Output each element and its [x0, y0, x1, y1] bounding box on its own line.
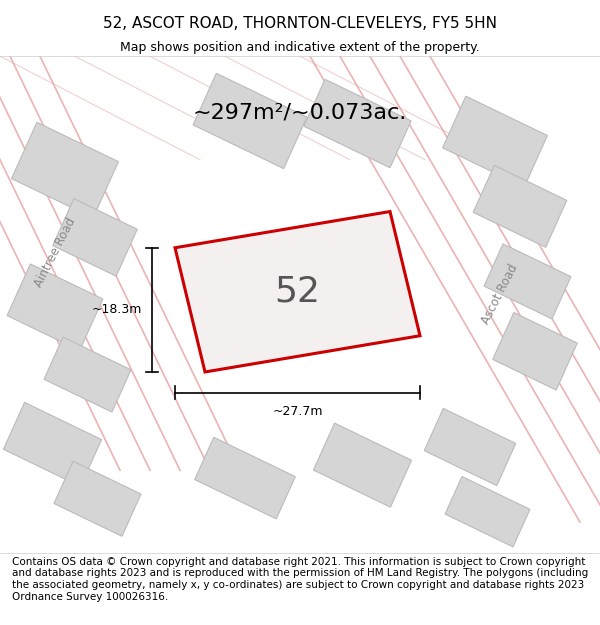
Polygon shape — [44, 337, 131, 412]
Polygon shape — [195, 438, 295, 519]
Polygon shape — [175, 211, 420, 372]
Polygon shape — [313, 423, 412, 507]
Polygon shape — [54, 461, 141, 536]
Text: ~297m²/~0.073ac.: ~297m²/~0.073ac. — [193, 103, 407, 123]
Polygon shape — [473, 166, 567, 248]
Polygon shape — [493, 312, 577, 390]
Polygon shape — [11, 122, 118, 218]
Text: Aintree Road: Aintree Road — [32, 216, 78, 290]
Text: ~27.7m: ~27.7m — [272, 405, 323, 418]
Text: ~18.3m: ~18.3m — [92, 303, 142, 316]
Polygon shape — [424, 408, 516, 486]
Polygon shape — [304, 79, 411, 168]
Text: 52: 52 — [275, 275, 320, 309]
Text: Ascot Road: Ascot Road — [479, 262, 521, 326]
Polygon shape — [53, 199, 137, 276]
Text: Contains OS data © Crown copyright and database right 2021. This information is : Contains OS data © Crown copyright and d… — [12, 557, 588, 601]
Text: Map shows position and indicative extent of the property.: Map shows position and indicative extent… — [120, 41, 480, 54]
Polygon shape — [443, 96, 547, 187]
Polygon shape — [193, 73, 307, 169]
Polygon shape — [7, 264, 103, 351]
Polygon shape — [484, 244, 571, 319]
Polygon shape — [445, 476, 530, 547]
Text: 52, ASCOT ROAD, THORNTON-CLEVELEYS, FY5 5HN: 52, ASCOT ROAD, THORNTON-CLEVELEYS, FY5 … — [103, 16, 497, 31]
Polygon shape — [4, 402, 101, 486]
